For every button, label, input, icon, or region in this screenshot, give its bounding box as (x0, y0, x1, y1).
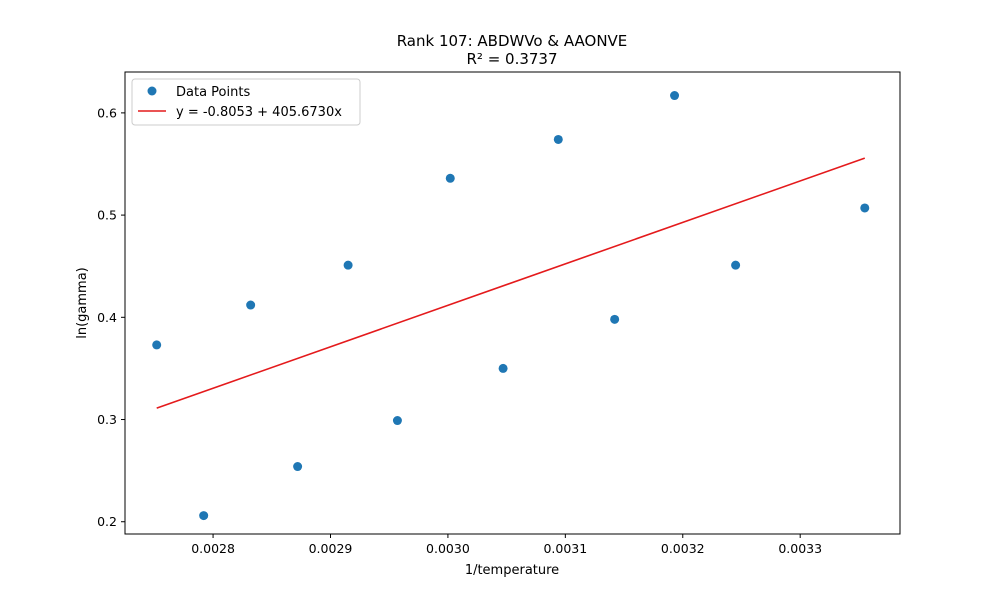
legend-label-fit-line: y = -0.8053 + 405.6730x (176, 105, 342, 120)
data-point (731, 260, 741, 270)
x-tick-label: 0.0029 (309, 541, 353, 556)
data-point (293, 462, 303, 472)
data-point (199, 511, 209, 521)
chart-title-line1: Rank 107: ABDWVo & AAONVE (397, 32, 628, 50)
chart-title-line2: R² = 0.3737 (466, 50, 557, 68)
data-point (670, 91, 680, 101)
data-point (392, 416, 402, 426)
y-tick-label: 0.5 (97, 208, 117, 223)
data-point (553, 134, 563, 144)
x-tick-label: 0.0028 (191, 541, 235, 556)
fit-line-layer (156, 157, 866, 409)
x-axis-label: 1/temperature (465, 563, 559, 578)
data-point (246, 300, 256, 310)
plot-frame (124, 71, 901, 535)
y-tick-label: 0.4 (97, 310, 117, 325)
y-tick-label: 0.6 (97, 105, 117, 120)
x-tick-label: 0.0031 (543, 541, 587, 556)
data-point (610, 314, 620, 324)
x-tick-label: 0.0032 (661, 541, 705, 556)
x-tick-label: 0.0030 (426, 541, 470, 556)
x-axis-ticks: 0.0028 0.0029 0.0030 0.0031 0.0032 0.0033 (191, 534, 822, 556)
legend-marker-data-points (147, 86, 157, 96)
y-axis-ticks: 0.2 0.3 0.4 0.5 0.6 (97, 105, 125, 529)
y-tick-label: 0.2 (97, 514, 117, 529)
data-point (860, 203, 870, 213)
y-axis-label: ln(gamma) (75, 267, 90, 339)
fit-line (156, 157, 866, 409)
data-point (343, 260, 353, 270)
data-point (445, 173, 455, 183)
x-tick-label: 0.0033 (778, 541, 822, 556)
legend-label-data-points: Data Points (176, 85, 250, 100)
data-point (498, 363, 508, 373)
y-tick-label: 0.3 (97, 412, 117, 427)
data-point (152, 340, 162, 350)
data-points-layer (152, 91, 870, 521)
legend-box (131, 78, 361, 126)
legend: Data Points y = -0.8053 + 405.6730x (131, 78, 361, 126)
